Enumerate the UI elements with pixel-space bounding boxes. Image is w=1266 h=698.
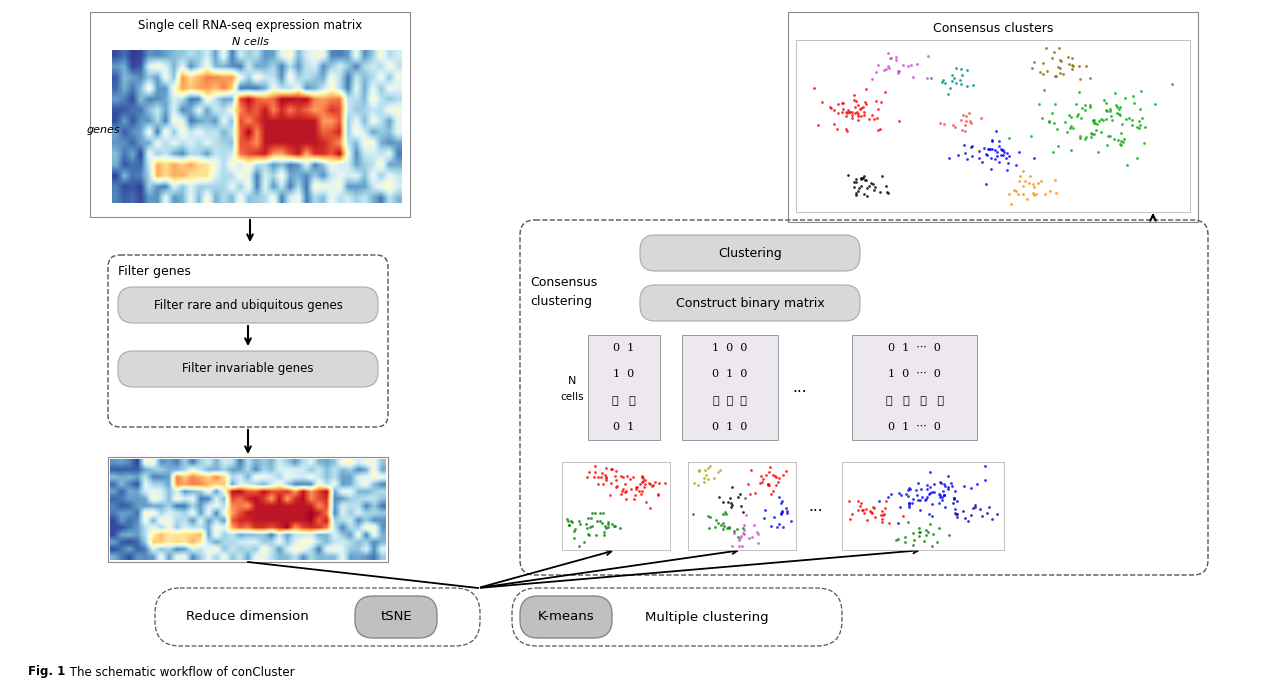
Text: Consensus clusters: Consensus clusters <box>933 22 1053 34</box>
Text: 0  1: 0 1 <box>613 343 634 353</box>
FancyBboxPatch shape <box>118 351 379 387</box>
Text: Fig. 1: Fig. 1 <box>28 665 66 678</box>
Text: genes: genes <box>86 125 120 135</box>
Text: ⋮   ⋮   ⋮   ⋮: ⋮ ⋮ ⋮ ⋮ <box>885 396 943 406</box>
Bar <box>108 457 387 562</box>
Text: Filter invariable genes: Filter invariable genes <box>182 362 314 376</box>
Text: tSNE: tSNE <box>380 611 411 623</box>
Text: ...: ... <box>793 380 808 395</box>
FancyBboxPatch shape <box>641 235 860 271</box>
Text: N cells: N cells <box>232 37 268 47</box>
Text: ...: ... <box>809 498 823 514</box>
Text: 1  0  ···  0: 1 0 ··· 0 <box>887 369 941 380</box>
FancyBboxPatch shape <box>354 596 437 638</box>
FancyBboxPatch shape <box>641 285 860 321</box>
Text: 0  1  ···  0: 0 1 ··· 0 <box>887 343 941 353</box>
Text: Reduce dimension: Reduce dimension <box>186 611 309 623</box>
FancyBboxPatch shape <box>520 596 611 638</box>
Text: Filter rare and ubiquitous genes: Filter rare and ubiquitous genes <box>153 299 342 311</box>
Text: N: N <box>568 376 576 387</box>
Text: 0  1: 0 1 <box>613 422 634 432</box>
Text: 1  0  0: 1 0 0 <box>713 343 748 353</box>
Text: Multiple clustering: Multiple clustering <box>646 611 768 623</box>
Text: Filter genes: Filter genes <box>118 265 191 278</box>
Text: K-means: K-means <box>538 611 594 623</box>
Text: Consensus
clustering: Consensus clustering <box>530 276 598 308</box>
Text: Single cell RNA-seq expression matrix: Single cell RNA-seq expression matrix <box>138 20 362 33</box>
Bar <box>682 335 779 440</box>
Text: cells: cells <box>560 392 584 403</box>
Bar <box>587 335 660 440</box>
Bar <box>787 12 1198 222</box>
Text: Clustering: Clustering <box>718 246 782 260</box>
Text: ⋮   ⋮: ⋮ ⋮ <box>613 396 636 406</box>
Text: The schematic workflow of conCluster: The schematic workflow of conCluster <box>66 665 295 678</box>
Bar <box>852 335 977 440</box>
FancyBboxPatch shape <box>118 287 379 323</box>
Text: 0  1  0: 0 1 0 <box>713 369 748 380</box>
Text: 1  0: 1 0 <box>613 369 634 380</box>
Text: 0  1  0: 0 1 0 <box>713 422 748 432</box>
Text: ⋮  ⋮  ⋮: ⋮ ⋮ ⋮ <box>713 396 747 406</box>
Text: Construct binary matrix: Construct binary matrix <box>676 297 824 309</box>
Text: 0  1  ···  0: 0 1 ··· 0 <box>887 422 941 432</box>
Bar <box>90 12 410 217</box>
